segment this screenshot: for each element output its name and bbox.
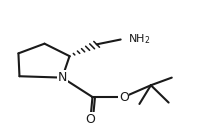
Text: N: N [58,71,67,84]
Text: O: O [85,113,95,126]
Text: NH$_2$: NH$_2$ [128,33,151,46]
Text: O: O [119,91,129,103]
